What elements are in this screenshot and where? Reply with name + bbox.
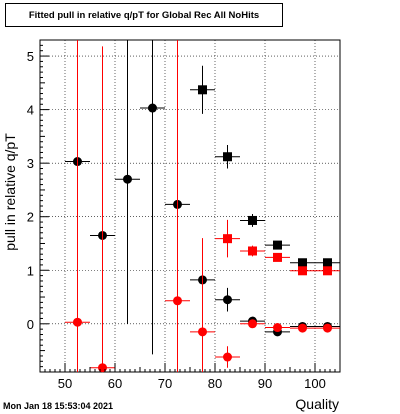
data-point-square bbox=[248, 246, 257, 256]
y-tick-label: 3 bbox=[27, 156, 34, 171]
y-tick-label: 1 bbox=[27, 263, 34, 278]
chart-title-box: Fitted pull in relative q/pT for Global … bbox=[5, 3, 283, 27]
x-tick-label: 50 bbox=[58, 376, 72, 391]
y-tick-label: 4 bbox=[27, 103, 34, 118]
series-red bbox=[65, 40, 340, 373]
data-point-square bbox=[273, 240, 282, 250]
plot-frame bbox=[39, 39, 341, 373]
x-tick-label: 100 bbox=[304, 376, 326, 391]
data-point-circle bbox=[273, 323, 282, 333]
data-point-square bbox=[298, 258, 307, 268]
timestamp: Mon Jan 18 15:53:04 2021 bbox=[3, 401, 114, 411]
series-black bbox=[65, 40, 340, 355]
data-point-circle bbox=[123, 174, 132, 184]
data-point-square bbox=[298, 266, 307, 276]
data-point-circle bbox=[298, 323, 307, 333]
data-point-square bbox=[323, 266, 332, 276]
data-point-circle bbox=[198, 327, 207, 337]
data-point-circle bbox=[98, 363, 107, 373]
y-axis-label: pull in relative q/pT bbox=[2, 133, 18, 251]
data-point-circle bbox=[248, 319, 257, 329]
data-point-square bbox=[223, 152, 232, 162]
data-point-circle bbox=[323, 323, 332, 333]
data-point-circle bbox=[223, 295, 232, 305]
data-point-square bbox=[223, 234, 232, 244]
x-axis-label: Quality bbox=[295, 396, 339, 412]
data-point-circle bbox=[148, 103, 157, 113]
axes: 50 60 70 80 90 100 0 1 2 3 4 5 bbox=[27, 39, 341, 391]
chart-title: Fitted pull in relative q/pT for Global … bbox=[28, 10, 260, 21]
y-tick-label: 0 bbox=[27, 317, 34, 332]
data-marks bbox=[65, 40, 340, 373]
x-tick-label: 70 bbox=[158, 376, 172, 391]
data-point-circle bbox=[173, 296, 182, 306]
x-tick-label: 80 bbox=[208, 376, 222, 391]
grid-lines bbox=[40, 40, 340, 372]
data-point-square bbox=[323, 258, 332, 268]
y-tick-label: 5 bbox=[27, 49, 34, 64]
data-point-square bbox=[198, 85, 207, 95]
x-tick-label: 90 bbox=[258, 376, 272, 391]
data-point-circle bbox=[73, 317, 82, 327]
data-point-square bbox=[273, 252, 282, 262]
y-tick-label: 2 bbox=[27, 210, 34, 225]
data-point-square bbox=[248, 215, 257, 225]
data-point-circle bbox=[223, 352, 232, 362]
x-tick-label: 60 bbox=[108, 376, 122, 391]
